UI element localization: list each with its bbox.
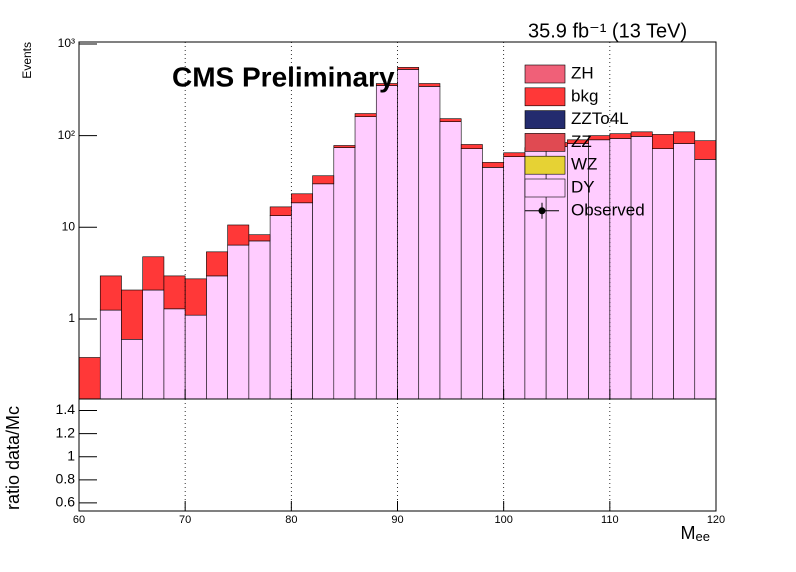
y-tick-label: 1.2 — [56, 424, 76, 440]
bar-segment — [588, 135, 611, 141]
bar-segment — [142, 289, 165, 399]
x-tick-label: 60 — [73, 514, 85, 526]
legend-marker — [538, 207, 546, 215]
y-axis-label: ratio data/Mc — [3, 406, 23, 510]
bar-segment — [482, 162, 504, 168]
bar-segment — [567, 139, 589, 144]
bar-segment — [248, 240, 271, 399]
bar-segment — [651, 148, 674, 399]
x-axis-label: Mee — [681, 523, 710, 545]
bar-segment — [418, 86, 441, 399]
bar-segment — [333, 145, 356, 148]
legend-label: Observed — [571, 200, 645, 219]
bar-segment — [354, 113, 377, 117]
bar-segment — [269, 206, 292, 216]
legend-label: ZZTo4L — [571, 109, 629, 128]
bar-segment — [694, 159, 716, 399]
bar-segment — [99, 309, 122, 399]
y-axis-label: Events — [20, 42, 34, 79]
bar-segment — [630, 136, 653, 399]
legend-label: DY — [571, 177, 595, 196]
legend-label: ZZ — [571, 132, 592, 151]
bar-segment — [163, 275, 186, 310]
bar-segment — [630, 131, 653, 137]
bar-segment — [291, 202, 313, 399]
bar-segment — [418, 83, 441, 87]
bar-segment — [163, 308, 186, 399]
bar-segment — [673, 131, 696, 144]
legend-label: ZH — [571, 63, 594, 82]
chart-title: CMS Preliminary — [172, 61, 395, 92]
legend-swatch — [524, 110, 566, 129]
bar-segment — [121, 339, 144, 399]
bar-segment — [354, 116, 377, 399]
bar-segment — [184, 278, 207, 316]
legend-swatch — [524, 64, 566, 84]
bar-segment — [375, 85, 398, 399]
y-tick-label: 1 — [68, 311, 75, 325]
plot-area — [79, 67, 716, 399]
bar-segment — [99, 275, 122, 311]
x-tick-label: 80 — [285, 514, 297, 526]
bar-segment — [248, 234, 271, 242]
bar-segment — [609, 138, 632, 399]
y-tick-label: 1.4 — [56, 401, 76, 417]
legend-swatch — [524, 155, 566, 175]
legend-swatch — [524, 87, 566, 107]
y-tick-label: 10² — [58, 128, 75, 142]
x-tick-label: 100 — [494, 514, 512, 526]
legend-swatch — [524, 178, 566, 198]
x-tick-label: 120 — [707, 514, 725, 526]
x-tick-label: 110 — [601, 514, 619, 526]
bar-segment — [375, 83, 398, 86]
overlay: ZH bkg ZZTo4L ZZ WZ DY Observed CMS Preliminary… — [3, 20, 725, 544]
x-tick-label: 70 — [179, 514, 191, 526]
bar-segment — [269, 215, 292, 399]
bar-segment — [79, 357, 101, 399]
legend-label: WZ — [571, 155, 597, 174]
y-tick-label: 10³ — [58, 36, 75, 50]
bar-segment — [206, 275, 228, 399]
bar-segment — [184, 314, 207, 399]
bar-segment — [227, 244, 250, 399]
bar-segment — [439, 118, 462, 122]
bar-segment — [694, 140, 716, 160]
bar-segment — [439, 121, 462, 399]
bar-segment — [333, 147, 356, 399]
bar-segment — [651, 134, 674, 149]
lumi-label: 35.9 fb⁻¹ (13 TeV) — [528, 20, 687, 42]
bar-segment — [673, 143, 696, 399]
y-tick-label: 0.6 — [56, 494, 76, 510]
bar-segment — [312, 183, 335, 399]
bar-segment — [121, 289, 144, 340]
legend-swatch — [524, 133, 566, 152]
bar-segment — [609, 133, 632, 139]
bar-segment — [312, 175, 335, 185]
y-tick-label: 10 — [62, 219, 76, 233]
bar-segment — [460, 148, 483, 399]
x-tick-label: 90 — [391, 514, 403, 526]
bar-segment — [503, 152, 526, 157]
bar-segment — [397, 69, 420, 399]
legend-label: bkg — [571, 86, 598, 105]
bar-segment — [142, 256, 165, 291]
y-tick-label: 1 — [67, 447, 75, 463]
bar-segment — [482, 167, 504, 399]
bar-segment — [291, 193, 313, 204]
bar-segment — [460, 144, 483, 149]
frame — [78, 398, 717, 512]
x-axis-label-sub: ee — [696, 529, 710, 544]
bar-segment — [503, 156, 526, 399]
bar-segment — [397, 67, 420, 70]
x-axis-label: M — [681, 523, 696, 543]
bar-segment — [227, 224, 250, 246]
y-tick-label: 0.8 — [56, 471, 76, 487]
bar-segment — [206, 251, 228, 277]
